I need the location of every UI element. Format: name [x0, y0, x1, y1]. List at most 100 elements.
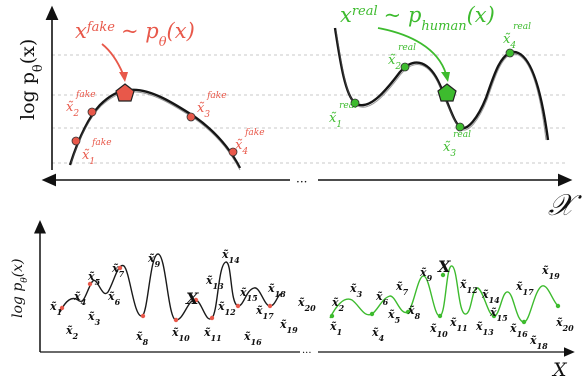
token-label: x̃4: [371, 326, 385, 343]
real-sample-point: [400, 62, 410, 72]
token-label: x̃1: [49, 300, 62, 317]
token-dot: [521, 319, 527, 325]
token-label: x̃11: [203, 326, 222, 343]
token-label: x̃19: [279, 318, 298, 335]
real-token-curve: [329, 265, 559, 323]
fake-sample-label: x̃3fake: [197, 91, 227, 120]
token-label: x̃8: [135, 330, 149, 347]
fake-density-curve: [68, 88, 242, 169]
fake-sample-label: x̃4fake: [235, 128, 265, 157]
fake-distribution-title: xfake ~ pθ(x): [75, 19, 195, 50]
token-label: x̃5: [87, 270, 101, 287]
token-label: x̃15: [239, 286, 258, 303]
token-dot: [369, 311, 375, 317]
top-panel: ··· log pθ(x) 𝒳 xfake ~ pθ(x) xreal ~ phum…: [17, 3, 582, 223]
real-sample-label: x̃2real: [388, 43, 416, 72]
real-mode-pentagon: [437, 83, 457, 102]
token-dot: [59, 305, 65, 311]
token-label: x̃9: [147, 252, 161, 269]
fake-sample-point: [71, 136, 81, 146]
token-label: x̃14: [481, 288, 500, 305]
token-dot: [329, 313, 335, 319]
bottom-y-axis-label: log pθ(x): [10, 258, 30, 318]
fake-selected-token-marker: X: [185, 289, 199, 308]
token-label: x̃15: [489, 306, 508, 323]
token-dot: [140, 313, 146, 319]
fake-sample-point: [228, 147, 238, 157]
token-label: x̃10: [171, 326, 190, 343]
fake-density-curve-shadow: [70, 91, 241, 171]
bottom-ellipsis: ···: [302, 348, 312, 359]
token-dot: [87, 281, 93, 287]
fake-pointer-arrowhead: [119, 72, 128, 82]
token-label: x̃20: [555, 316, 574, 333]
token-dot: [555, 303, 561, 309]
real-selected-token-marker: X: [437, 257, 451, 276]
top-x-axis-symbol: 𝒳: [548, 188, 582, 223]
token-label: x̃7: [395, 280, 409, 297]
token-label: x̃17: [255, 304, 274, 321]
real-sample-label: x̃4real: [503, 22, 531, 51]
token-label: x̃6: [375, 290, 389, 307]
token-label: x̃3: [349, 282, 363, 299]
token-label: x̃13: [205, 274, 224, 291]
real-pointer-arrow: [377, 27, 447, 75]
token-label: x̃16: [509, 322, 528, 339]
fake-sample-label: x̃1fake: [82, 138, 112, 167]
token-label: x̃2: [65, 324, 79, 341]
real-sample-label: x̃3real: [443, 130, 471, 159]
token-label: x̃10: [429, 322, 448, 339]
real-pointer-arrowhead: [441, 72, 450, 82]
fake-sample-point: [87, 107, 97, 117]
token-label: x̃12: [217, 300, 236, 317]
token-label: x̃18: [529, 334, 548, 351]
token-label: x̃7: [111, 262, 125, 279]
token-label: x̃13: [475, 320, 494, 337]
bottom-panel: ··· log pθ(x) X: [10, 220, 575, 380]
token-label: x̃18: [267, 282, 286, 299]
token-label: x̃11: [449, 316, 468, 333]
token-label: x̃17: [515, 280, 534, 297]
token-label: x̃2: [331, 296, 345, 313]
bottom-x-axis-label: X: [551, 359, 568, 380]
token-dot: [209, 315, 215, 321]
token-label: x̃12: [459, 278, 478, 295]
token-label: x̃1: [329, 320, 342, 337]
fake-token-labels: x̃1x̃2x̃3x̃4x̃5x̃6x̃7x̃8x̃9x̃10 x̃11x̃12x…: [49, 248, 316, 347]
real-token-dots: [329, 272, 561, 325]
top-ellipsis: ···: [296, 175, 307, 189]
token-label: x̃9: [419, 266, 433, 283]
real-sample-label: x̃1real: [329, 101, 357, 130]
token-dot: [267, 303, 273, 309]
real-token-labels: x̃1x̃2x̃3x̃4x̃5x̃6x̃7x̃8x̃9x̃10x̃11x̃12x…: [329, 264, 574, 351]
real-sample-point: [455, 122, 465, 132]
fake-sample-point: [186, 112, 196, 122]
token-dot: [491, 313, 497, 319]
token-label: x̃20: [297, 296, 316, 313]
token-label: x̃3: [87, 310, 101, 327]
fake-mode-pentagon: [115, 83, 135, 102]
token-label: x̃14: [221, 248, 240, 265]
real-sample-point: [505, 48, 515, 58]
token-label: x̃8: [407, 304, 421, 321]
token-dot: [193, 297, 199, 303]
token-dot: [437, 313, 443, 319]
token-label: x̃16: [243, 330, 262, 347]
token-dot: [405, 309, 411, 315]
top-y-axis-label: log pθ(x): [17, 39, 46, 120]
token-label: x̃4: [73, 290, 87, 307]
fake-token-dots: [59, 265, 273, 323]
token-label: x̃6: [107, 290, 121, 307]
real-distribution-title: xreal ~ phuman(x): [340, 3, 495, 34]
token-dot: [235, 303, 241, 309]
fake-sample-label: x̃2fake: [66, 90, 96, 119]
token-dot: [117, 265, 123, 271]
token-dot: [173, 317, 179, 323]
real-sample-point: [350, 98, 360, 108]
token-dot: [440, 272, 446, 278]
fake-pointer-arrow: [101, 43, 124, 75]
token-label: x̃5: [387, 308, 401, 325]
token-label: x̃19: [541, 264, 560, 281]
